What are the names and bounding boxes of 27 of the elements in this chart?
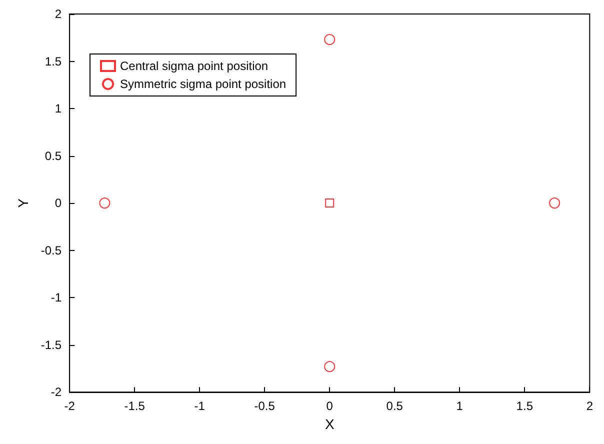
x-tick-label: -1.5	[124, 399, 146, 414]
x-tick-label: 2	[586, 399, 594, 414]
legend-label: Central sigma point position	[120, 59, 268, 73]
y-tick-label: 0	[54, 196, 62, 210]
x-tick-label: 1.5	[516, 399, 534, 414]
x-tick-label: -2	[64, 399, 76, 414]
y-tick-label: 2	[54, 7, 62, 21]
point	[549, 198, 560, 209]
x-tick-label: -0.5	[254, 399, 276, 414]
y-tick-label: -0.5	[40, 243, 62, 258]
legend-label: Symmetric sigma point position	[120, 77, 286, 91]
point	[99, 198, 110, 209]
x-tick-label: 0	[326, 399, 334, 414]
x-tick-label: 0.5	[386, 399, 404, 414]
point	[324, 34, 336, 46]
y-tick-label: 1	[54, 102, 62, 116]
point	[324, 361, 336, 372]
point	[325, 198, 334, 208]
x-axis-title: X	[324, 416, 335, 432]
y-tick-label: 1.5	[44, 54, 62, 68]
x-tick-label: -1	[194, 399, 206, 414]
y-tick-label: -1.5	[40, 338, 62, 352]
y-tick-label: 0.5	[44, 148, 62, 163]
y-axis-title: Y	[15, 198, 31, 208]
y-tick-label: -1	[50, 290, 62, 305]
x-tick-label: 1	[456, 399, 464, 414]
y-tick-label: -2	[50, 385, 62, 400]
